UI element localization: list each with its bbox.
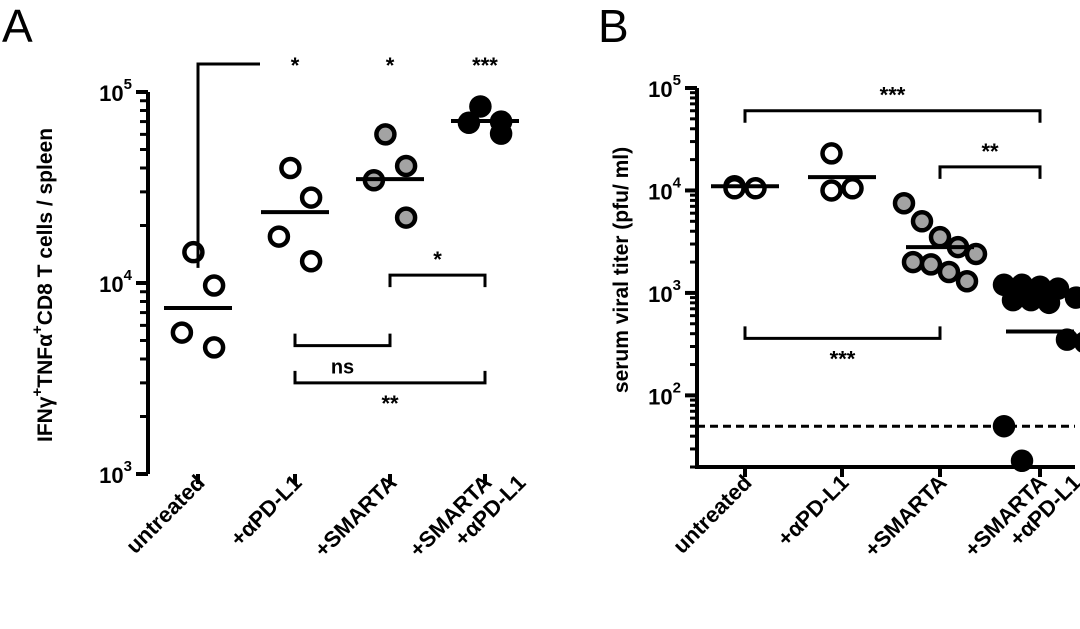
significance-bracket	[743, 109, 1042, 123]
data-point	[910, 210, 934, 233]
panel-letter: B	[598, 0, 629, 52]
significance-label: **	[381, 391, 399, 416]
significance-label: ***	[472, 53, 498, 78]
significance-bracket	[196, 62, 260, 268]
data-point	[394, 154, 418, 178]
data-point	[1037, 291, 1061, 315]
category-label: +SMARTA	[859, 470, 951, 562]
data-point	[820, 179, 843, 202]
data-point	[928, 225, 952, 249]
data-point	[299, 186, 323, 209]
significance-label: ns	[331, 357, 354, 379]
data-point	[1064, 286, 1080, 309]
tick-label: 104	[99, 267, 132, 297]
data-point	[267, 225, 291, 248]
data-point	[202, 336, 226, 359]
data-point	[182, 240, 205, 264]
data-point	[1010, 449, 1034, 473]
tick-label: 103	[648, 277, 681, 307]
data-point	[1001, 288, 1025, 312]
data-point	[394, 206, 418, 229]
significance-label: ***	[880, 83, 906, 108]
data-point	[279, 156, 302, 180]
tick-label: 105	[648, 72, 681, 102]
panel-a: A 103 104 105 IFNγ+TNFα+CD8 T cells / spleen…	[2, 0, 531, 562]
tick-label: 105	[99, 76, 132, 106]
data-point	[202, 274, 226, 297]
panel-b: B 102 103 104 105 serum viral titer (pfu/ ml)…	[598, 0, 1080, 562]
data-point	[892, 192, 916, 215]
data-point	[744, 177, 767, 200]
data-point	[820, 142, 843, 165]
category-label: untreated	[121, 470, 210, 559]
significance-bracket	[743, 326, 942, 340]
category-label: +αPD-L1	[772, 470, 853, 551]
significance-label: *	[433, 247, 442, 272]
significance-bracket	[293, 370, 487, 385]
data-point	[901, 250, 925, 274]
significance-bracket	[293, 333, 392, 348]
tick-label: 103	[99, 458, 132, 488]
data-point	[299, 249, 323, 273]
category-label: +SMARTA	[309, 470, 401, 562]
category-label: +αPD-L1	[225, 470, 306, 551]
data-point	[964, 242, 988, 266]
significance-bracket	[938, 165, 1042, 179]
data-point	[170, 321, 194, 344]
significance-label: **	[981, 139, 999, 164]
significance-bracket	[388, 273, 487, 288]
data-point	[1073, 332, 1080, 353]
data-point	[723, 177, 746, 200]
data-point	[841, 177, 864, 200]
significance-label: *	[291, 53, 300, 78]
data-point	[374, 123, 397, 146]
y-axis-label: serum viral titer (pfu/ ml)	[610, 147, 633, 393]
category-label: untreated	[668, 470, 757, 559]
tick-label: 102	[648, 379, 681, 409]
data-point	[469, 95, 492, 118]
tick-label: 104	[648, 174, 681, 204]
significance-label: ***	[830, 346, 856, 371]
significance-label: *	[386, 53, 395, 78]
panel-letter: A	[2, 0, 33, 52]
data-point	[489, 122, 513, 145]
data-point	[992, 414, 1016, 438]
y-axis-label: IFNγ+TNFα+CD8 T cells / spleen	[29, 128, 57, 442]
data-point	[955, 269, 979, 293]
data-point	[919, 253, 943, 276]
data-point	[1019, 288, 1043, 312]
data-point	[937, 260, 961, 284]
